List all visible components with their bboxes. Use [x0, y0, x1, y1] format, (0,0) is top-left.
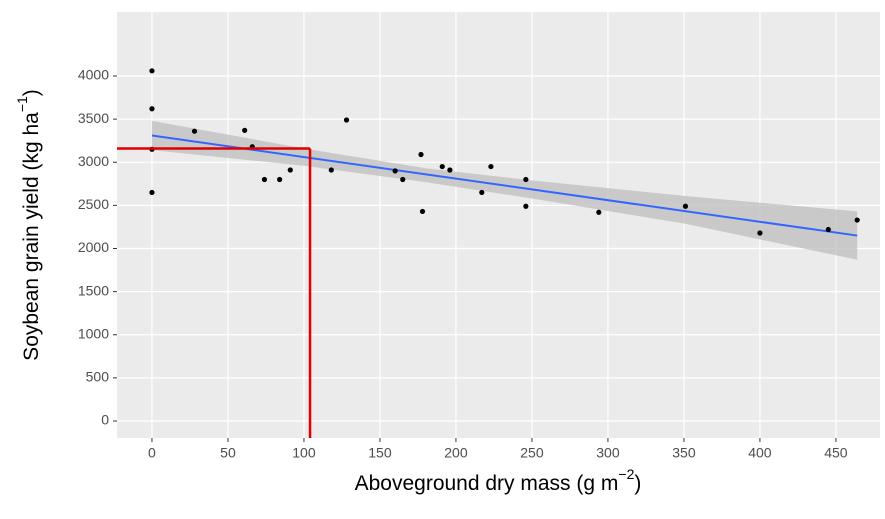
point	[191, 128, 198, 134]
y-tick-label: 2000	[78, 239, 109, 255]
x-title-close: )	[634, 472, 641, 495]
point	[343, 117, 350, 123]
y-title-close: )	[20, 89, 43, 96]
x-axis-title: Aboveground dry mass (g m−2)	[355, 466, 642, 495]
point	[242, 127, 248, 133]
point	[419, 208, 426, 215]
point	[523, 203, 529, 209]
y-tick-label: 1500	[78, 282, 109, 298]
x-tick-label: 350	[672, 445, 696, 461]
point	[149, 189, 155, 196]
y-title-text: Soybean grain yield (kg ha	[20, 112, 43, 361]
confidence-band	[151, 120, 858, 260]
point	[149, 106, 155, 112]
y-tick-label: 4000	[78, 67, 109, 83]
point	[439, 163, 445, 170]
point	[488, 163, 494, 170]
x-tick-label: 450	[824, 445, 848, 461]
y-tick-label: 2500	[78, 196, 109, 212]
point	[682, 203, 689, 209]
y-tick-label: 3500	[78, 110, 109, 126]
y-title-sup: −1	[14, 96, 30, 112]
point	[277, 176, 283, 183]
point	[328, 167, 334, 173]
x-tick-label: 300	[596, 445, 620, 461]
point	[392, 168, 398, 174]
point	[757, 230, 763, 236]
point	[261, 176, 268, 183]
x-tick-label: 250	[520, 445, 544, 461]
x-title-text: Aboveground dry mass (g m	[355, 472, 619, 495]
x-tick-label: 400	[748, 445, 772, 461]
y-tick-label: 3000	[78, 153, 109, 169]
point	[825, 226, 831, 233]
y-tick-label: 1000	[78, 325, 109, 341]
point	[596, 209, 602, 215]
point	[479, 189, 485, 196]
y-axis-title: Soybean grain yield (kg ha−1)	[14, 89, 43, 361]
y-tick-label: 0	[101, 412, 109, 428]
x-tick-label: 100	[292, 445, 316, 461]
fit-line	[151, 134, 858, 237]
x-tick-label: 50	[220, 445, 236, 461]
point	[287, 167, 293, 173]
y-tick-label: 500	[86, 369, 110, 385]
point	[400, 176, 406, 183]
point	[523, 176, 529, 183]
point	[854, 217, 860, 223]
x-tick-label: 0	[148, 445, 156, 461]
point	[447, 167, 453, 173]
x-tick-label: 150	[368, 445, 392, 461]
x-title-sup: −2	[618, 466, 634, 482]
x-tick-label: 200	[444, 445, 468, 461]
point	[149, 68, 155, 74]
point	[418, 151, 424, 158]
